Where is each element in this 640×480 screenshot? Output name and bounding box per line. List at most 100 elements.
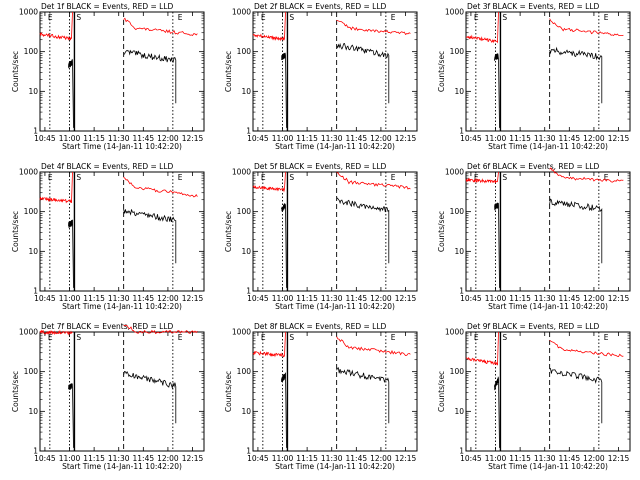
y-tick-label: 100 <box>237 47 252 56</box>
x-tick-label: 11:15 <box>83 454 105 463</box>
panel-title: Det 6f BLACK = Events, RED = LLD <box>467 162 600 171</box>
plot-frame <box>465 171 631 292</box>
plot-frame <box>465 331 631 452</box>
events-series-line <box>281 372 287 448</box>
marker-letter: S <box>502 13 507 22</box>
marker-letter: E <box>48 13 53 22</box>
x-tick-label: 12:00 <box>583 134 605 143</box>
marker-letter: E <box>261 333 266 342</box>
marker-letter: E <box>604 13 609 22</box>
panel-det-8: Det 8f BLACK = Events, RED = LLD 1 10 100 10… <box>224 322 418 471</box>
x-tick-label: 12:00 <box>157 294 179 303</box>
lld-series-line <box>549 18 624 37</box>
x-tick-label: 12:00 <box>583 454 605 463</box>
x-tick-label: 12:00 <box>583 294 605 303</box>
y-axis-label: Counts/sec <box>11 51 20 92</box>
x-tick-label: 12:15 <box>395 454 417 463</box>
x-axis-label: Start Time (14-Jan-11 10:42:20) <box>488 462 608 471</box>
x-tick-label: 11:15 <box>296 134 318 143</box>
x-tick-label: 12:15 <box>395 134 417 143</box>
lld-series-line <box>549 167 624 183</box>
x-tick-label: 12:00 <box>370 454 392 463</box>
x-tick-label: 10:45 <box>34 454 56 463</box>
x-tick-label: 11:30 <box>108 294 130 303</box>
panel-title: Det 8f BLACK = Events, RED = LLD <box>254 322 387 331</box>
y-tick-label: 10 <box>28 407 38 416</box>
lld-series-line <box>252 331 286 358</box>
y-tick-label: 100 <box>237 367 252 376</box>
events-series-line <box>68 219 74 288</box>
marker-letter: E <box>261 13 266 22</box>
x-tick-label: 10:45 <box>247 454 269 463</box>
x-axis-label: Start Time (14-Jan-11 10:42:20) <box>275 142 395 151</box>
marker-letter: E <box>474 173 479 182</box>
marker-letter: E <box>391 13 396 22</box>
events-series-line <box>68 58 74 128</box>
x-tick-label: 11:00 <box>272 454 294 463</box>
panel-title: Det 9f BLACK = Events, RED = LLD <box>467 322 600 331</box>
x-tick-label: 10:45 <box>460 454 482 463</box>
lld-series-line <box>123 17 198 37</box>
marker-letter: E <box>391 173 396 182</box>
y-tick-label: 1 <box>246 127 251 136</box>
x-tick-label: 11:45 <box>559 294 581 303</box>
lld-series-line <box>39 329 73 336</box>
plot-frame <box>465 11 631 132</box>
marker-letter: E <box>604 333 609 342</box>
y-tick-label: 1 <box>246 287 251 296</box>
panel-det-2: Det 2f BLACK = Events, RED = LLD 1 10 100 10… <box>224 2 418 151</box>
events-series-line <box>549 46 603 104</box>
lld-series-line <box>252 171 286 193</box>
events-series-line <box>494 53 500 128</box>
panel-det-6: Det 6f BLACK = Events, RED = LLD 1 10 100 10… <box>437 162 631 311</box>
y-tick-label: 1 <box>459 287 464 296</box>
plot-frame <box>252 331 418 452</box>
marker-letter: E <box>48 333 53 342</box>
x-tick-label: 11:45 <box>133 134 155 143</box>
marker-letter: E <box>604 173 609 182</box>
marker-letter: E <box>474 333 479 342</box>
marker-letter: S <box>76 13 81 22</box>
x-tick-label: 12:15 <box>182 454 204 463</box>
events-series-line <box>336 197 390 264</box>
panel-det-9: Det 9f BLACK = Events, RED = LLD 1 10 100 10… <box>437 322 631 471</box>
x-axis-label: Start Time (14-Jan-11 10:42:20) <box>62 462 182 471</box>
lld-series-line <box>465 171 499 184</box>
y-tick-label: 10 <box>241 247 251 256</box>
x-tick-label: 11:30 <box>108 134 130 143</box>
y-tick-label: 100 <box>24 367 39 376</box>
x-tick-label: 11:00 <box>272 294 294 303</box>
x-tick-label: 11:30 <box>321 134 343 143</box>
lld-series-line <box>549 339 624 358</box>
y-tick-label: 10 <box>28 247 38 256</box>
events-series-line <box>123 49 177 104</box>
events-series-line <box>281 52 287 128</box>
x-tick-label: 11:45 <box>559 134 581 143</box>
y-tick-label: 1 <box>459 127 464 136</box>
x-tick-label: 10:45 <box>460 294 482 303</box>
panel-det-5: Det 5f BLACK = Events, RED = LLD 1 10 100 10… <box>224 162 418 311</box>
y-tick-label: 1 <box>33 127 38 136</box>
marker-letter: E <box>391 333 396 342</box>
x-tick-label: 11:00 <box>485 294 507 303</box>
x-tick-label: 11:30 <box>321 294 343 303</box>
lld-series-line <box>465 11 499 44</box>
x-tick-label: 12:15 <box>608 454 630 463</box>
y-tick-label: 100 <box>24 47 39 56</box>
x-tick-label: 11:00 <box>485 454 507 463</box>
panel-title: Det 5f BLACK = Events, RED = LLD <box>254 162 387 171</box>
x-tick-label: 12:15 <box>182 134 204 143</box>
x-axis-label: Start Time (14-Jan-11 10:42:20) <box>62 302 182 311</box>
y-tick-label: 1 <box>33 287 38 296</box>
marker-letter: E <box>178 13 183 22</box>
x-tick-label: 11:45 <box>133 454 155 463</box>
events-series-line <box>68 383 74 448</box>
plot-frame <box>39 171 205 292</box>
y-tick-label: 1000 <box>232 168 251 177</box>
events-series-line <box>123 208 177 264</box>
x-tick-label: 11:30 <box>534 134 556 143</box>
x-tick-label: 12:15 <box>395 294 417 303</box>
y-tick-label: 100 <box>237 207 252 216</box>
x-tick-label: 10:45 <box>34 134 56 143</box>
